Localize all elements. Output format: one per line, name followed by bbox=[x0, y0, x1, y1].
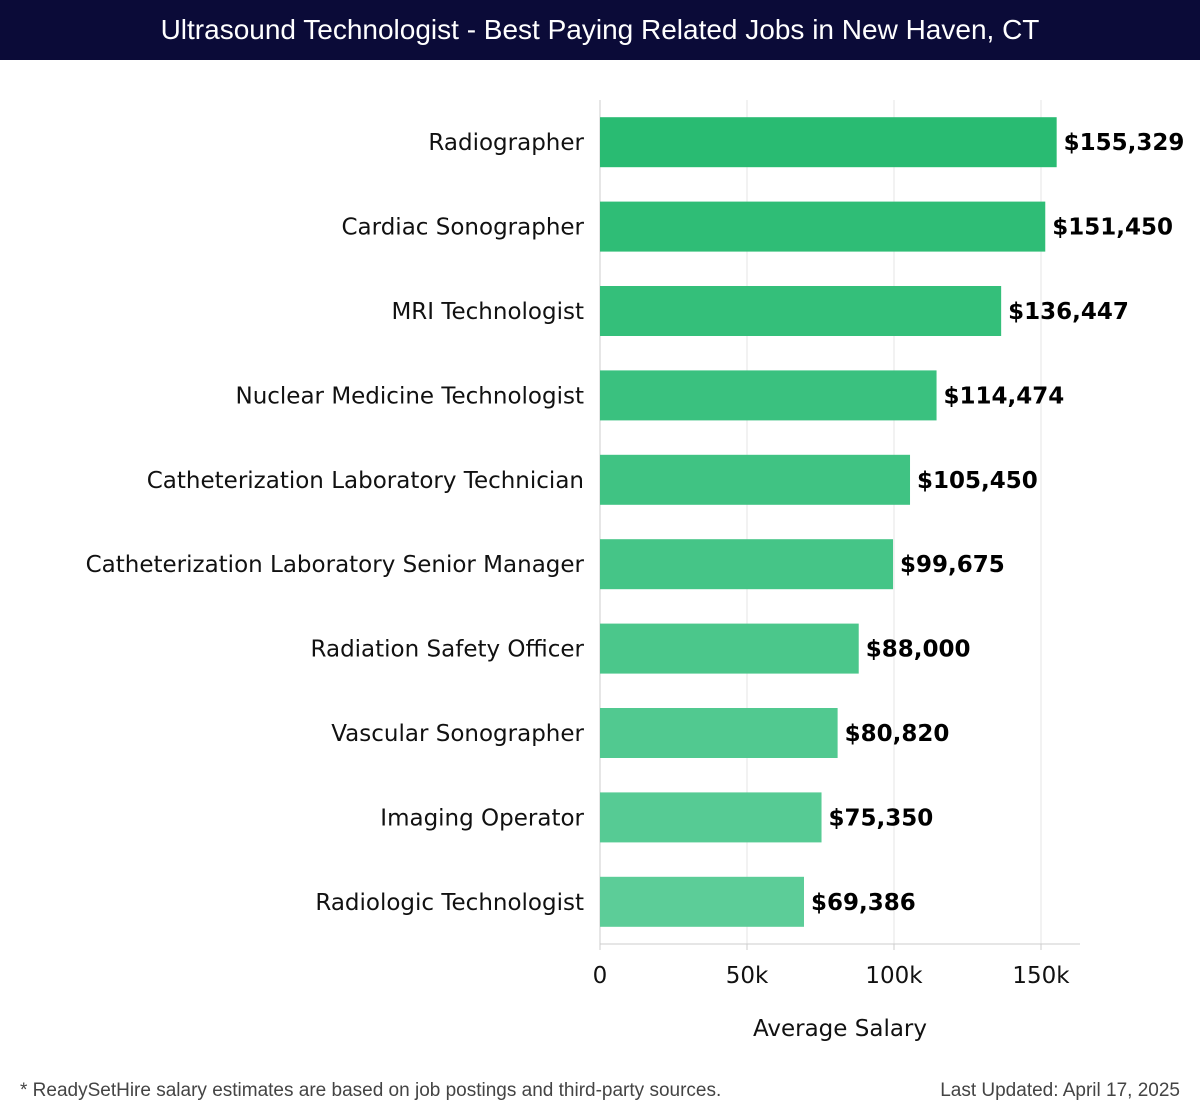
bar bbox=[600, 286, 1002, 336]
bar bbox=[600, 370, 937, 421]
category-labels: Radiographer Cardiac Sonographer MRI Techn… bbox=[86, 130, 585, 916]
x-tick-label: 50k bbox=[726, 963, 769, 989]
data-label: $99,675 bbox=[900, 552, 1005, 578]
data-label: $75,350 bbox=[829, 805, 934, 831]
data-label: $151,450 bbox=[1052, 215, 1173, 241]
category-label: Radiographer bbox=[428, 130, 584, 156]
data-label: $69,386 bbox=[811, 890, 916, 916]
category-label: Nuclear Medicine Technologist bbox=[235, 383, 584, 409]
x-tick-label: 0 bbox=[593, 963, 608, 989]
bar bbox=[600, 708, 838, 758]
x-axis: 0 50k 100k 150k bbox=[593, 943, 1080, 989]
data-label: $80,820 bbox=[845, 721, 950, 747]
category-label: Catheterization Laboratory Technician bbox=[147, 468, 584, 494]
data-label: $88,000 bbox=[866, 637, 971, 663]
chart-title: Ultrasound Technologist - Best Paying Re… bbox=[0, 0, 1200, 60]
category-label: Imaging Operator bbox=[380, 805, 584, 831]
bar-chart: Radiographer Cardiac Sonographer MRI Techn… bbox=[86, 100, 1184, 1042]
bar bbox=[600, 201, 1046, 252]
category-label: Radiologic Technologist bbox=[315, 890, 584, 916]
footnote: * ReadySetHire salary estimates are base… bbox=[20, 1080, 722, 1101]
x-axis-label: Average Salary bbox=[753, 1016, 927, 1042]
category-label: Vascular Sonographer bbox=[331, 721, 584, 747]
value-labels: $155,329 $151,450 $136,447 $114,474 $105,450… bbox=[811, 130, 1184, 916]
category-label: Cardiac Sonographer bbox=[342, 215, 585, 241]
x-tick-label: 100k bbox=[865, 963, 923, 989]
category-label: Catheterization Laboratory Senior Manage… bbox=[86, 552, 585, 578]
data-label: $105,450 bbox=[917, 468, 1038, 494]
last-updated: Last Updated: April 17, 2025 bbox=[940, 1080, 1180, 1101]
category-label: Radiation Safety Officer bbox=[311, 637, 585, 663]
data-label: $155,329 bbox=[1064, 130, 1185, 156]
bar bbox=[600, 117, 1057, 168]
data-label: $114,474 bbox=[944, 383, 1065, 409]
bar bbox=[600, 623, 859, 674]
x-tick-label: 150k bbox=[1012, 963, 1070, 989]
data-label: $136,447 bbox=[1008, 299, 1129, 325]
bars bbox=[600, 117, 1057, 927]
bar bbox=[600, 792, 822, 843]
category-label: MRI Technologist bbox=[391, 299, 584, 325]
bar bbox=[600, 539, 894, 590]
bar bbox=[600, 876, 804, 927]
bar bbox=[600, 454, 911, 505]
